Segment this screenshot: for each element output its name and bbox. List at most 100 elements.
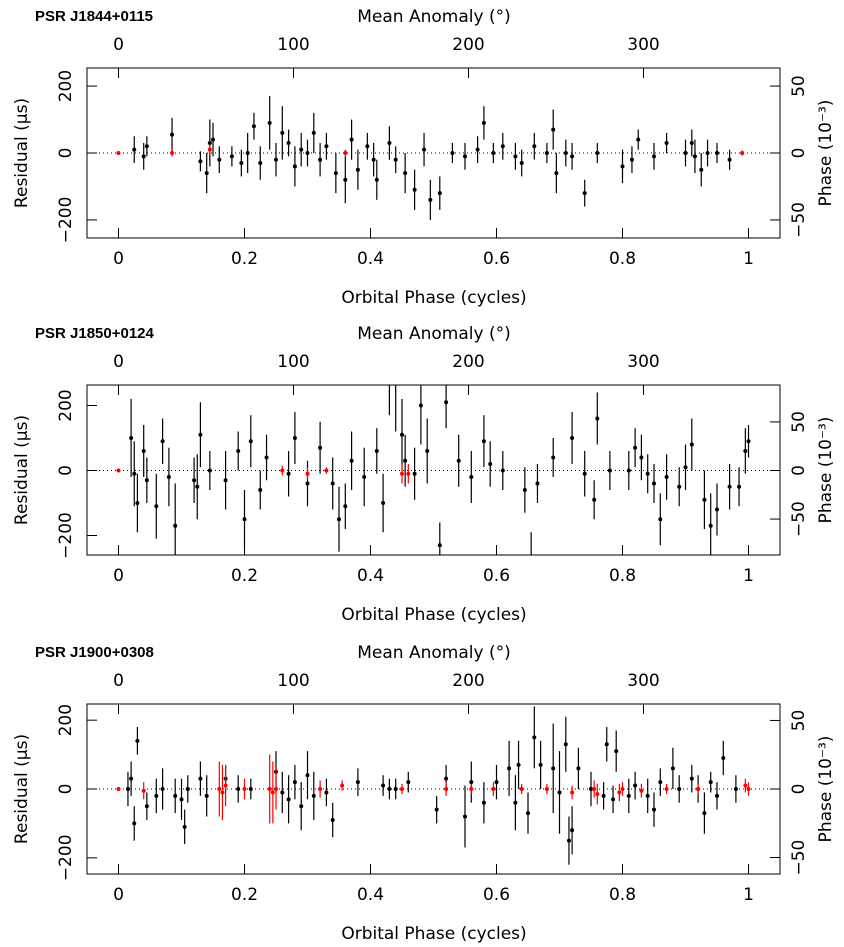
panel: PSR J1844+0115 Mean Anomaly (°) Orbital Ph… <box>12 7 836 308</box>
point <box>535 481 540 486</box>
point <box>620 787 625 791</box>
plot-frame <box>86 67 781 239</box>
point <box>324 468 329 473</box>
point <box>737 484 742 489</box>
point <box>343 177 348 182</box>
point <box>689 140 694 145</box>
y2-tick-label: 50 <box>789 411 809 433</box>
point <box>280 130 285 135</box>
x-tick-label: 0.6 <box>483 885 510 905</box>
point <box>582 191 587 196</box>
point <box>494 780 499 785</box>
x2-tick-label: 300 <box>627 671 659 691</box>
point <box>463 814 467 819</box>
point <box>198 432 203 437</box>
y2-tick-label: −50 <box>789 501 809 537</box>
point <box>491 151 496 155</box>
point <box>362 474 367 479</box>
point <box>566 838 571 843</box>
point <box>664 787 669 791</box>
point <box>299 804 304 809</box>
point <box>173 523 178 528</box>
point <box>403 458 408 463</box>
point <box>626 793 631 798</box>
point <box>292 435 297 440</box>
point <box>544 151 549 155</box>
point <box>170 132 175 137</box>
point <box>116 787 121 791</box>
point <box>135 500 140 505</box>
panel-title: PSR J1844+0115 <box>35 8 153 25</box>
y-tick-label: 200 <box>56 70 76 102</box>
point <box>604 742 609 747</box>
point <box>371 157 376 162</box>
point <box>116 151 121 155</box>
point <box>614 749 619 754</box>
x2-tick-label: 300 <box>627 352 659 372</box>
point <box>491 787 496 791</box>
point <box>242 787 247 791</box>
x2-tick-label: 200 <box>452 35 484 55</box>
y-tick-label: −200 <box>56 834 76 881</box>
point <box>664 140 669 145</box>
x-tick-label: 0.4 <box>357 885 384 905</box>
point <box>292 164 297 169</box>
point <box>207 468 212 473</box>
point <box>132 147 137 152</box>
point <box>500 144 505 149</box>
y-tick-label: 0 <box>56 784 76 795</box>
point <box>607 468 612 473</box>
top-axis-label: Mean Anomaly (°) <box>357 643 510 663</box>
point <box>513 800 518 805</box>
point <box>522 487 527 492</box>
point <box>299 147 304 152</box>
plot-frame <box>86 703 781 875</box>
point <box>280 790 285 795</box>
point <box>576 766 581 771</box>
x-tick-label: 0.8 <box>609 249 636 269</box>
point <box>488 461 493 466</box>
point <box>664 474 669 479</box>
point <box>570 435 575 440</box>
point <box>242 517 247 522</box>
point <box>412 471 417 476</box>
point <box>481 800 486 805</box>
data-layer <box>116 706 751 865</box>
point <box>141 788 146 793</box>
x2-tick-label: 100 <box>277 671 309 691</box>
x-axis-label: Orbital Phase (cycles) <box>341 924 526 944</box>
x2-tick-label: 300 <box>627 35 659 55</box>
point <box>355 167 360 172</box>
point <box>374 177 379 182</box>
y-tick-label: 200 <box>56 704 76 736</box>
point <box>258 161 263 166</box>
point <box>349 458 354 463</box>
point <box>125 787 130 791</box>
y2-axis-label: Phase (10⁻³) <box>816 417 836 524</box>
point <box>469 780 474 785</box>
y2-tick-label: 0 <box>789 465 809 476</box>
point <box>198 776 203 781</box>
point <box>450 151 455 155</box>
point <box>617 790 622 795</box>
point <box>595 792 600 797</box>
point <box>425 448 430 453</box>
point <box>286 471 291 476</box>
y2-axis-label: Phase (10⁻³) <box>816 100 836 207</box>
point <box>500 468 505 473</box>
y-tick-label: −200 <box>56 197 76 244</box>
point <box>456 458 461 463</box>
point <box>689 776 694 781</box>
top-axis-label: Mean Anomaly (°) <box>357 324 510 344</box>
point <box>343 504 348 509</box>
point <box>381 783 386 788</box>
point <box>204 793 209 798</box>
point <box>132 471 137 476</box>
point <box>355 780 360 785</box>
y-tick-label: 200 <box>56 389 76 421</box>
point <box>721 756 726 761</box>
point <box>469 787 474 791</box>
point <box>645 471 650 476</box>
point <box>551 127 556 132</box>
x2-tick-label: 200 <box>452 352 484 372</box>
